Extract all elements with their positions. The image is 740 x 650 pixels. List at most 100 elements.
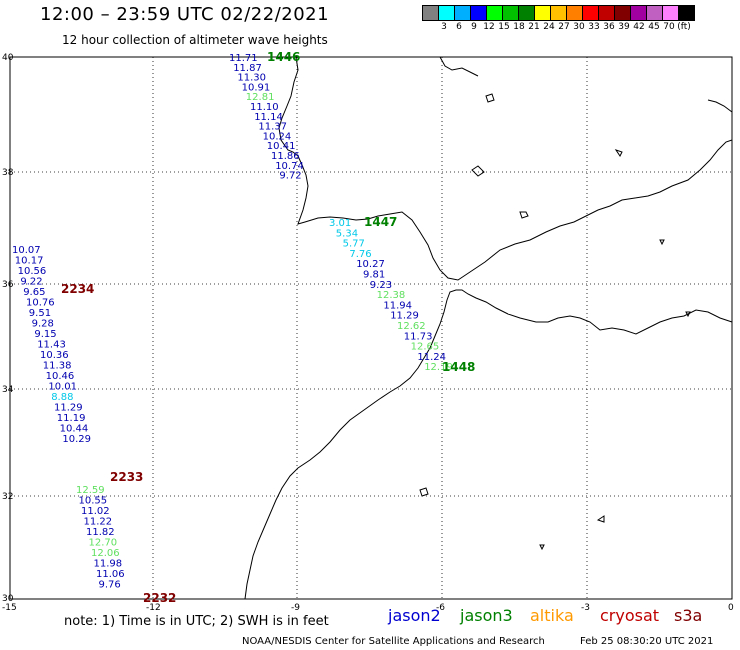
map-frame <box>9 56 733 600</box>
coast-spain-south <box>367 139 733 281</box>
footnote: note: 1) Time is in UTC; 2) SWH is in fe… <box>64 614 329 629</box>
inland-feature-6 <box>485 93 495 103</box>
inland-feature-3 <box>419 487 429 497</box>
swh-value: 10.01 <box>48 382 77 393</box>
swh-value: 10.74 <box>275 161 304 172</box>
chart-subtitle: 12 hour collection of altimeter wave hei… <box>62 33 328 47</box>
swh-value: 11.19 <box>57 413 86 424</box>
swh-value: 11.37 <box>258 122 287 133</box>
swh-value: 5.77 <box>343 239 365 250</box>
swh-value: 9.15 <box>34 329 56 340</box>
scale-label: 36 <box>603 22 615 32</box>
swh-value: 10.76 <box>26 298 55 309</box>
swh-value: 11.14 <box>254 112 283 123</box>
swh-value-labels: 11.7111.8711.3010.9112.8111.1011.1411.37… <box>12 53 453 591</box>
track-time-label: 1446 <box>267 50 300 64</box>
inland-feature-9 <box>685 311 691 318</box>
swh-value: 5.34 <box>336 228 358 239</box>
inland-feature-8 <box>659 239 665 246</box>
track-time-label: 1448 <box>442 360 475 374</box>
lon-label: 0 <box>728 603 734 613</box>
legend-s3a: s3a <box>674 606 703 625</box>
swh-value: 11.24 <box>417 352 446 363</box>
wave-height-color-scale: 3 6 9 12 15 18 21 24 27 30 33 36 39 42 45 70 (ft) <box>422 5 695 32</box>
swh-value: 9.22 <box>20 277 42 288</box>
lon-label: -6 <box>436 603 445 613</box>
swh-value: 9.51 <box>29 308 51 319</box>
swh-value: 10.41 <box>267 141 296 152</box>
swh-value: 10.36 <box>40 350 69 361</box>
coast-segment-ne <box>707 99 733 113</box>
swh-value: 9.81 <box>363 270 385 281</box>
swh-value: 12.59 <box>76 485 105 496</box>
scale-label: 27 <box>558 22 570 32</box>
coast-segment-north <box>439 56 479 77</box>
swh-value: 10.07 <box>12 245 41 256</box>
swh-value: 12.62 <box>397 321 426 332</box>
swh-value: 11.22 <box>84 517 113 528</box>
generated-timestamp: Feb 25 08:30:20 UTC 2021 <box>580 636 714 647</box>
color-scale-labels: 3 6 9 12 15 18 21 24 27 30 33 36 39 42 45 70 (ft) <box>422 22 740 36</box>
lon-label: -12 <box>146 603 161 613</box>
swh-value: 9.72 <box>279 171 301 182</box>
legend-cryosat: cryosat <box>600 606 660 625</box>
inland-feature-4 <box>596 515 605 523</box>
swh-value: 11.10 <box>250 102 279 113</box>
scale-label: 39 <box>618 22 630 32</box>
swh-value: 12.81 <box>246 92 275 103</box>
coast-portugal <box>278 56 369 225</box>
scale-label: (ft) <box>677 22 691 32</box>
swh-value: 11.38 <box>43 361 72 372</box>
swh-value: 10.46 <box>46 371 75 382</box>
swh-value: 10.56 <box>18 266 47 277</box>
swh-value: 10.91 <box>242 82 271 93</box>
scale-label: 9 <box>471 22 477 32</box>
coastlines <box>244 56 733 600</box>
lon-label: -3 <box>581 603 590 613</box>
legend-jason3: jason3 <box>460 606 513 625</box>
inland-feature-2 <box>471 165 485 177</box>
swh-value: 11.43 <box>37 340 66 351</box>
scale-label: 12 <box>483 22 495 32</box>
swh-value: 11.71 <box>229 53 258 64</box>
scale-label: 21 <box>528 22 540 32</box>
scale-label: 3 <box>441 22 447 32</box>
swh-value: 12.19 <box>424 362 453 373</box>
lon-label: -15 <box>2 603 17 613</box>
swh-value: 8.88 <box>51 392 73 403</box>
graticule <box>10 57 732 599</box>
swh-value: 11.94 <box>383 300 412 311</box>
track-time-label: 2234 <box>61 282 94 296</box>
swh-value: 11.86 <box>271 151 300 162</box>
swh-value: 10.27 <box>356 259 385 270</box>
swh-value: 9.65 <box>23 287 45 298</box>
scale-label: 33 <box>588 22 600 32</box>
swh-value: 11.06 <box>96 569 125 580</box>
swh-value: 11.98 <box>94 559 123 570</box>
scale-label: 24 <box>543 22 555 32</box>
swh-value: 11.30 <box>237 73 266 84</box>
inland-feature-5 <box>539 544 545 551</box>
legend-altika: altika <box>530 606 574 625</box>
swh-value: 10.17 <box>15 256 44 267</box>
swh-value: 12.06 <box>91 548 120 559</box>
swh-value: 9.76 <box>99 580 121 591</box>
legend-jason2: jason2 <box>388 606 441 625</box>
swh-value: 11.29 <box>54 403 83 414</box>
swh-value: 7.76 <box>349 249 371 260</box>
swh-value: 12.70 <box>89 538 118 549</box>
lat-label: 38 <box>2 168 14 178</box>
lat-label: 40 <box>2 53 14 63</box>
swh-value: 11.73 <box>404 331 433 342</box>
lat-label: 30 <box>2 594 14 604</box>
lat-label: 34 <box>2 385 14 395</box>
axis-labels: 40 38 36 34 32 30 -15 -12 -9 -6 -3 0 <box>2 53 734 613</box>
swh-value: 12.38 <box>377 290 406 301</box>
chart-title: 12:00 – 23:59 UTC 02/22/2021 <box>40 4 330 25</box>
color-scale-swatches <box>422 5 695 21</box>
swh-value: 10.24 <box>263 131 292 142</box>
credit-line: NOAA/NESDIS Center for Satellite Applica… <box>242 636 545 647</box>
track-time-label: 2232 <box>143 591 176 605</box>
swh-value: 3.01 <box>329 218 351 229</box>
lat-label: 32 <box>2 492 13 502</box>
